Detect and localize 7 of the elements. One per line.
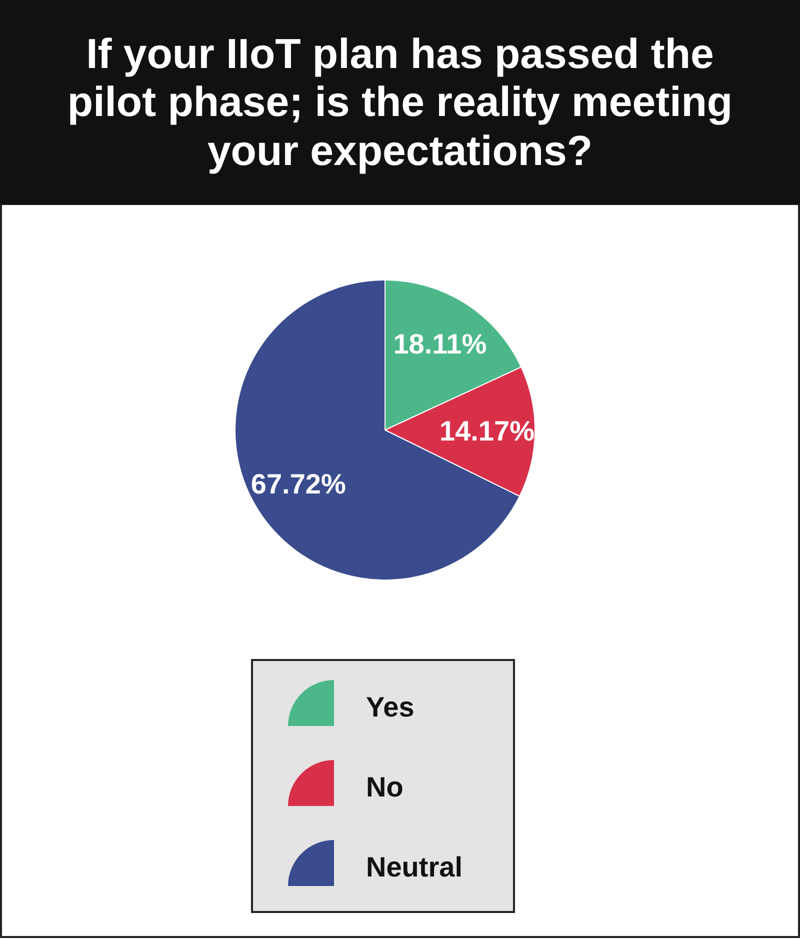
legend-label: No [366, 772, 404, 802]
data-label: 18.11% [393, 328, 487, 360]
legend-label: Neutral [366, 852, 462, 882]
data-label: 14.17% [440, 416, 535, 447]
legend-label: Yes [366, 692, 414, 722]
chart-title: If your IIoT plan has passed the pilot phase; is the reality meeting your expectations? [0, 0, 800, 205]
data-label: 67.72% [250, 468, 346, 500]
